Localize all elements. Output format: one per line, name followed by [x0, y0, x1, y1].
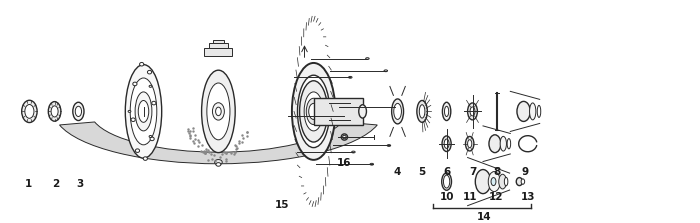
- Ellipse shape: [470, 107, 475, 116]
- Bar: [213, 40, 224, 43]
- Ellipse shape: [468, 103, 477, 120]
- Ellipse shape: [144, 157, 148, 160]
- Ellipse shape: [342, 134, 347, 140]
- Text: 14: 14: [477, 212, 491, 222]
- Ellipse shape: [392, 99, 403, 124]
- Text: 3: 3: [76, 179, 83, 189]
- Ellipse shape: [504, 177, 508, 186]
- Ellipse shape: [444, 175, 449, 188]
- Text: 7: 7: [469, 167, 476, 177]
- Text: 5: 5: [419, 167, 426, 177]
- Text: 10: 10: [440, 192, 454, 202]
- Ellipse shape: [498, 174, 507, 189]
- Ellipse shape: [51, 106, 58, 117]
- Ellipse shape: [292, 63, 335, 160]
- Ellipse shape: [384, 70, 388, 72]
- Ellipse shape: [442, 102, 451, 121]
- Ellipse shape: [370, 163, 374, 165]
- Ellipse shape: [298, 75, 330, 148]
- Text: 1: 1: [25, 179, 32, 189]
- Ellipse shape: [358, 105, 367, 118]
- Text: 6: 6: [443, 167, 450, 177]
- Ellipse shape: [48, 102, 61, 121]
- Ellipse shape: [135, 149, 139, 153]
- Ellipse shape: [343, 135, 346, 139]
- Ellipse shape: [133, 82, 137, 86]
- Bar: [314, 98, 363, 125]
- Ellipse shape: [517, 178, 522, 186]
- Ellipse shape: [25, 105, 34, 118]
- Ellipse shape: [76, 106, 82, 117]
- Ellipse shape: [387, 145, 391, 146]
- Ellipse shape: [475, 169, 491, 194]
- Ellipse shape: [517, 101, 531, 122]
- Ellipse shape: [152, 101, 156, 105]
- Ellipse shape: [216, 107, 221, 116]
- Ellipse shape: [213, 103, 224, 120]
- Text: 12: 12: [489, 192, 503, 202]
- Ellipse shape: [444, 139, 449, 148]
- Ellipse shape: [365, 58, 369, 60]
- Ellipse shape: [307, 98, 321, 125]
- Text: 9: 9: [522, 167, 528, 177]
- Ellipse shape: [304, 92, 323, 131]
- Ellipse shape: [135, 92, 152, 131]
- Ellipse shape: [466, 136, 474, 151]
- Text: 4: 4: [394, 167, 401, 177]
- Ellipse shape: [349, 76, 352, 78]
- Wedge shape: [60, 122, 377, 164]
- Ellipse shape: [214, 159, 223, 165]
- Ellipse shape: [489, 171, 500, 192]
- Ellipse shape: [131, 118, 135, 122]
- Ellipse shape: [444, 106, 449, 117]
- Ellipse shape: [351, 151, 355, 153]
- Ellipse shape: [125, 65, 162, 158]
- Ellipse shape: [521, 179, 525, 184]
- Ellipse shape: [393, 103, 402, 120]
- Ellipse shape: [149, 136, 152, 138]
- Ellipse shape: [393, 106, 396, 108]
- Text: 16: 16: [337, 158, 351, 168]
- Bar: [204, 48, 232, 56]
- Ellipse shape: [130, 78, 157, 145]
- Ellipse shape: [442, 136, 452, 151]
- Bar: [209, 43, 228, 48]
- Text: 13: 13: [522, 192, 536, 202]
- Text: 8: 8: [494, 167, 500, 177]
- Ellipse shape: [149, 85, 152, 87]
- Ellipse shape: [139, 101, 148, 122]
- Ellipse shape: [500, 136, 506, 151]
- Ellipse shape: [442, 173, 452, 190]
- Ellipse shape: [416, 101, 427, 122]
- Ellipse shape: [148, 70, 152, 74]
- Text: 2: 2: [52, 179, 59, 189]
- Ellipse shape: [73, 102, 84, 121]
- Ellipse shape: [300, 81, 328, 142]
- Text: 15: 15: [275, 200, 289, 210]
- Ellipse shape: [139, 62, 144, 66]
- Ellipse shape: [530, 103, 536, 120]
- Ellipse shape: [468, 140, 472, 148]
- Ellipse shape: [309, 103, 318, 120]
- Text: 11: 11: [463, 192, 477, 202]
- Ellipse shape: [507, 138, 510, 149]
- Ellipse shape: [489, 135, 500, 153]
- Ellipse shape: [202, 70, 235, 153]
- Ellipse shape: [150, 137, 154, 141]
- Ellipse shape: [538, 105, 540, 118]
- Ellipse shape: [491, 178, 496, 186]
- Ellipse shape: [216, 163, 221, 166]
- Ellipse shape: [128, 110, 131, 112]
- Ellipse shape: [22, 100, 37, 123]
- Ellipse shape: [207, 83, 230, 140]
- Ellipse shape: [419, 105, 425, 118]
- Ellipse shape: [343, 115, 346, 117]
